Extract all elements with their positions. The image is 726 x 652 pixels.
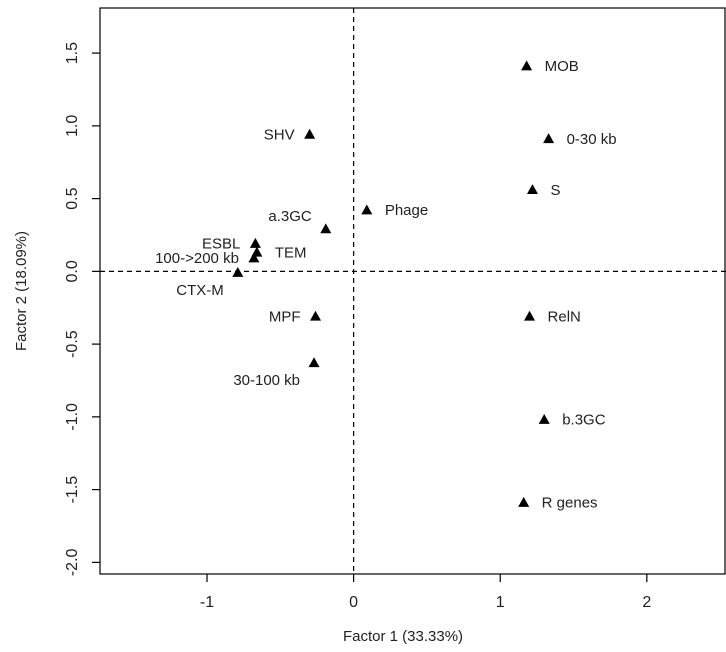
plot-frame	[99, 7, 726, 575]
y-tick-label: -1.5	[64, 476, 81, 504]
y-tick-label: -2.0	[64, 548, 81, 576]
axes: -1 0 1 2 -2.0 -1.5 -1.0 -0.5 0.0 0.5 1.0 1.5	[64, 42, 651, 611]
x-tick-label: -1	[200, 594, 214, 611]
point-mob	[521, 60, 533, 71]
y-axis-title: Factor 2 (18.09%)	[13, 231, 30, 351]
point-label-tem: TEM	[275, 244, 307, 261]
point-label-a-3gc: a.3GC	[268, 208, 312, 225]
y-tick-label: 1.5	[64, 42, 81, 64]
point-label-reln: RelN	[548, 308, 581, 325]
x-tick-label: 0	[349, 594, 358, 611]
point-s	[526, 184, 538, 195]
point-label-mob: MOB	[545, 58, 579, 75]
point-label-mpf: MPF	[269, 308, 301, 325]
point-label-shv: SHV	[264, 127, 295, 144]
point-100-200-kb	[248, 252, 260, 263]
point-esbl	[249, 237, 261, 248]
point-label-0-30-kb: 0-30 kb	[567, 131, 617, 148]
point-label-s: S	[550, 182, 560, 199]
y-tick-label: 1.0	[64, 115, 81, 137]
reference-lines	[100, 8, 726, 574]
point-label-phage: Phage	[385, 202, 428, 219]
x-tick-label: 1	[496, 594, 505, 611]
x-tick-label: 2	[642, 594, 651, 611]
point-label-ctx-m: CTX-M	[176, 282, 224, 299]
data-points: MOB SHV 0-30 kb S Phage a.3GC ESBL TEM 100->200 …	[155, 58, 617, 512]
point-shv	[304, 128, 316, 139]
point-label-esbl: ESBL	[202, 236, 240, 253]
point-label-30-100-kb: 30-100 kb	[233, 372, 300, 389]
point-a-3gc	[320, 223, 332, 234]
point-phage	[361, 204, 373, 215]
point-0-30-kb	[543, 133, 555, 144]
y-tick-label: -0.5	[64, 330, 81, 358]
point-30-100-kb	[308, 357, 320, 368]
point-mpf	[310, 310, 322, 321]
point-reln	[524, 310, 536, 321]
y-tick-label: 0.5	[64, 187, 81, 209]
y-tick-label: 0.0	[64, 260, 81, 282]
point-label-b-3gc: b.3GC	[562, 412, 606, 429]
x-axis-title: Factor 1 (33.33%)	[343, 628, 463, 645]
point-b-3gc	[538, 413, 550, 424]
point-ctx-m	[232, 267, 244, 277]
point-label-100-200-kb: 100->200 kb	[155, 250, 239, 267]
y-tick-label: -1.0	[64, 403, 81, 431]
point-r-genes	[518, 496, 530, 507]
point-label-r-genes: R genes	[542, 495, 598, 512]
